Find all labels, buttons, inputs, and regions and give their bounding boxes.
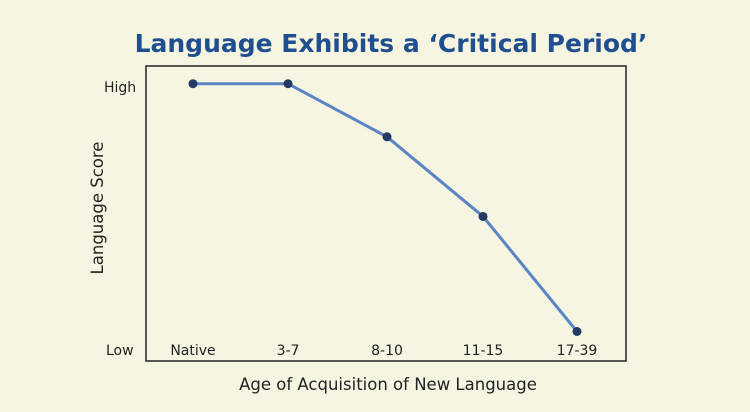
chart-title: Language Exhibits a ‘Critical Period’ xyxy=(135,29,648,58)
data-point xyxy=(478,211,488,221)
x-tick-label: 17-39 xyxy=(557,343,598,359)
x-tick-label: Native xyxy=(170,343,215,359)
series-line xyxy=(193,82,579,333)
data-point xyxy=(283,79,293,89)
data-point xyxy=(188,79,198,89)
y-axis-title: Language Score xyxy=(88,142,107,275)
x-tick-labels: Native 3-7 8-10 11-15 17-39 xyxy=(170,343,597,359)
data-point xyxy=(382,132,392,142)
plot-frame xyxy=(145,65,627,362)
series-layer xyxy=(188,79,582,336)
x-tick-label: 3-7 xyxy=(277,343,300,359)
data-point xyxy=(572,327,582,336)
y-tick-low: Low xyxy=(106,343,134,359)
x-axis-title: Age of Acquisition of New Language xyxy=(239,375,537,394)
y-tick-high: High xyxy=(104,80,136,96)
x-tick-label: 11-15 xyxy=(463,343,504,359)
x-tick-label: 8-10 xyxy=(371,343,403,359)
